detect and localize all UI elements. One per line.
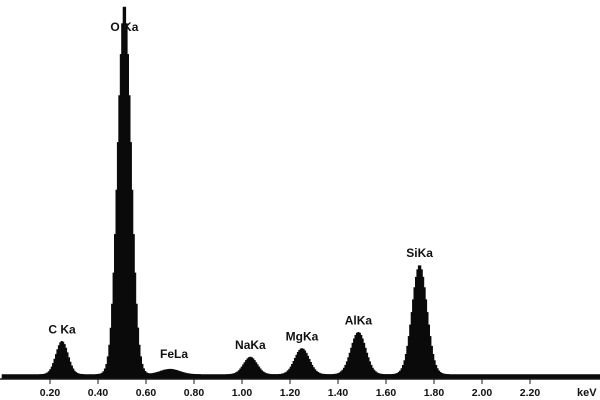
x-tick-label: 0.60	[136, 387, 157, 399]
x-tick-label: 1.60	[376, 387, 397, 399]
x-axis-tick-labels: 0.20 0.40 0.60 0.80 1.00 1.20 1.40 1.60 1.80 2.00…	[40, 387, 541, 399]
x-tick-label: 1.20	[280, 387, 301, 399]
x-axis-ticks	[49, 379, 531, 384]
x-tick-label: 0.40	[88, 387, 109, 399]
x-tick-label: 1.00	[232, 387, 253, 399]
peak-label: AlKa	[345, 313, 373, 327]
peak-label: O Ka	[110, 20, 138, 34]
peak-label: SiKa	[406, 246, 433, 260]
x-tick-label: 2.00	[472, 387, 493, 399]
x-tick-label: 1.80	[424, 387, 445, 399]
peak-label: FeLa	[160, 347, 188, 361]
peak-label: MgKa	[286, 330, 319, 344]
peak-label: NaKa	[235, 338, 266, 352]
x-tick-label: 0.80	[184, 387, 205, 399]
peak-labels: C Ka O Ka FeLa NaKa MgKa AlKa SiKa	[48, 20, 433, 361]
x-tick-label: 1.40	[328, 387, 349, 399]
spectrum-series	[1, 6, 600, 380]
x-tick-label: 2.20	[520, 387, 541, 399]
x-tick-label: 0.20	[40, 387, 61, 399]
peak-label: C Ka	[48, 322, 76, 336]
x-axis-label: keV	[577, 387, 597, 399]
